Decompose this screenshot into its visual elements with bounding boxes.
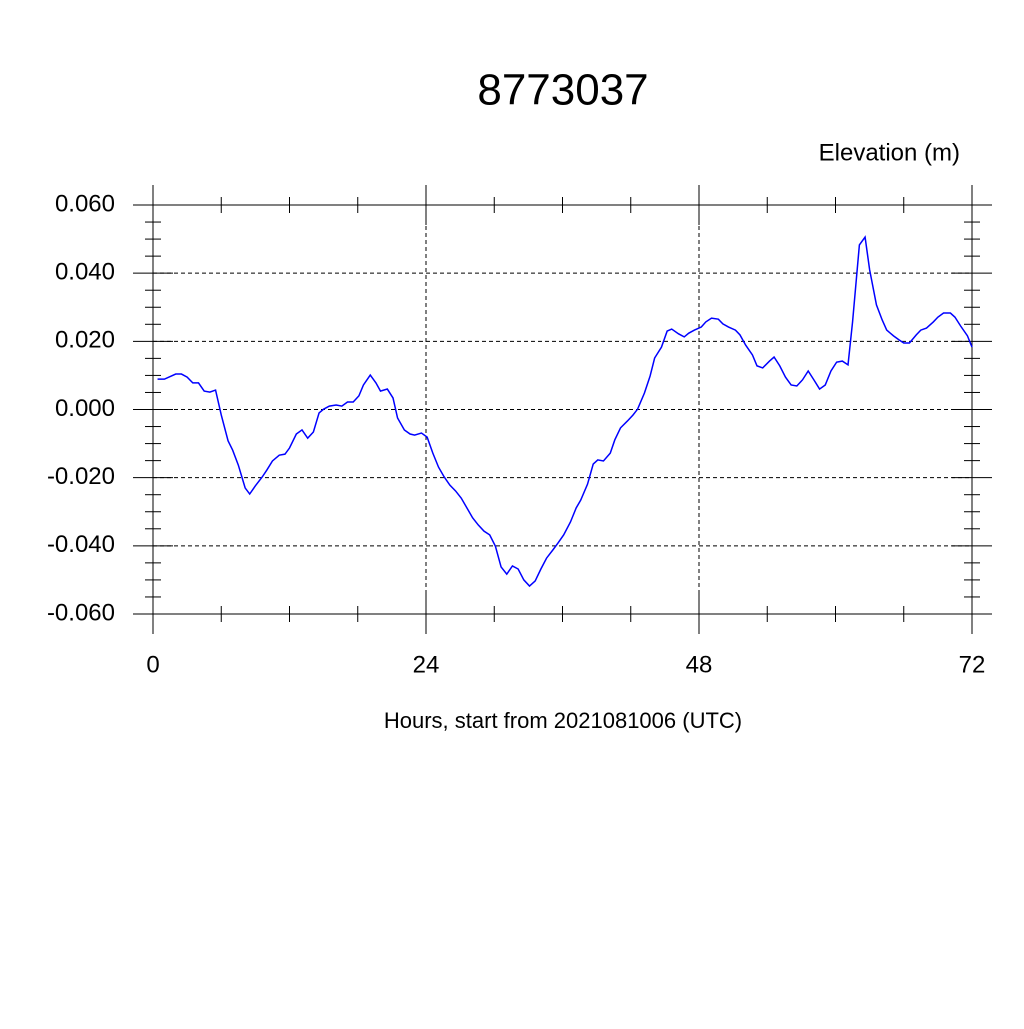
y-tick-label: 0.040 bbox=[55, 259, 115, 286]
y-tick-label: -0.060 bbox=[47, 599, 115, 626]
x-tick-label: 72 bbox=[959, 651, 986, 678]
x-tick-label: 24 bbox=[413, 651, 440, 678]
y-tick-label: 0.000 bbox=[55, 395, 115, 422]
y-tick-label: 0.060 bbox=[55, 190, 115, 217]
x-tick-label: 48 bbox=[686, 651, 713, 678]
data-line bbox=[157, 235, 973, 588]
chart-title: 8773037 bbox=[477, 66, 648, 115]
x-tick-label: 0 bbox=[146, 651, 159, 678]
y-axis-label: Elevation (m) bbox=[819, 139, 960, 166]
y-tick-label: -0.020 bbox=[47, 463, 115, 490]
y-tick-label: 0.020 bbox=[55, 327, 115, 354]
x-axis-label: Hours, start from 2021081006 (UTC) bbox=[384, 708, 742, 733]
y-tick-label: -0.040 bbox=[47, 531, 115, 558]
